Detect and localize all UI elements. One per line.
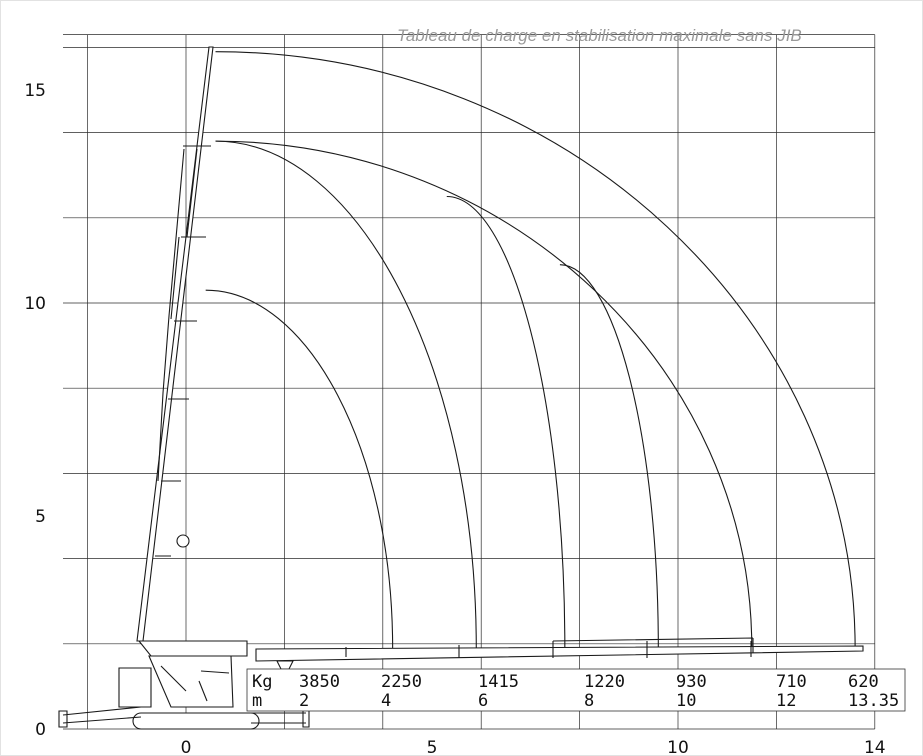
crane-base-left xyxy=(118,667,152,708)
y-tick-label: 0 xyxy=(35,720,46,740)
load-value: 1220 xyxy=(584,672,625,692)
x-tick-label: 0 xyxy=(181,738,192,755)
y-tick-label: 5 xyxy=(35,507,46,527)
grid xyxy=(63,34,876,730)
load-curve-1415 xyxy=(446,195,566,649)
boom-section-lines xyxy=(155,145,211,557)
load-value: 1415 xyxy=(478,672,519,692)
load-value: 620 xyxy=(848,672,879,692)
radius-value: 2 xyxy=(299,691,309,711)
x-tick-label: 14 xyxy=(864,738,886,755)
crane-body xyxy=(148,655,234,708)
radius-value: 13.35 xyxy=(848,691,899,711)
hook-block xyxy=(276,660,294,670)
y-tick-label: 10 xyxy=(24,294,46,314)
chart-title: Tableau de charge en stabilisation maxim… xyxy=(397,26,802,45)
load-value: 3850 xyxy=(299,672,340,692)
load-table: Kg m 3850 2250 1415 1220 930 710 620 2 4 6 8 10 12 13… xyxy=(252,672,899,711)
load-value: 2250 xyxy=(381,672,422,692)
crane-body-details xyxy=(160,665,230,702)
radius-value: 8 xyxy=(584,691,594,711)
load-curve-1220 xyxy=(559,264,659,649)
axis-ticks: 0 5 10 14 0 5 10 15 xyxy=(24,81,885,755)
load-curve-710 xyxy=(215,51,856,649)
load-value: 930 xyxy=(676,672,707,692)
y-tick-label: 15 xyxy=(24,81,46,101)
load-label: Kg xyxy=(252,672,272,692)
boom-cylinder-head xyxy=(176,534,190,548)
radius-value: 10 xyxy=(676,691,696,711)
load-curve-2250 xyxy=(215,140,477,649)
x-tick-label: 5 xyxy=(427,738,438,755)
x-tick-label: 10 xyxy=(667,738,689,755)
radius-value: 12 xyxy=(776,691,796,711)
crane-track xyxy=(132,712,260,730)
radius-value: 4 xyxy=(381,691,391,711)
radius-label: m xyxy=(252,691,262,711)
extended-jib xyxy=(255,637,864,662)
outrigger-right xyxy=(251,709,310,728)
crane-turret xyxy=(137,640,248,657)
radius-value: 6 xyxy=(478,691,488,711)
load-curve-930 xyxy=(215,140,753,649)
crane-boom xyxy=(136,46,214,642)
boom-outer-sections xyxy=(157,148,198,482)
crane-machine xyxy=(58,46,310,730)
outrigger-left xyxy=(58,706,142,728)
load-table-box xyxy=(246,668,906,712)
load-curves xyxy=(205,51,856,649)
load-value: 710 xyxy=(776,672,807,692)
load-curve-3850 xyxy=(205,289,394,649)
